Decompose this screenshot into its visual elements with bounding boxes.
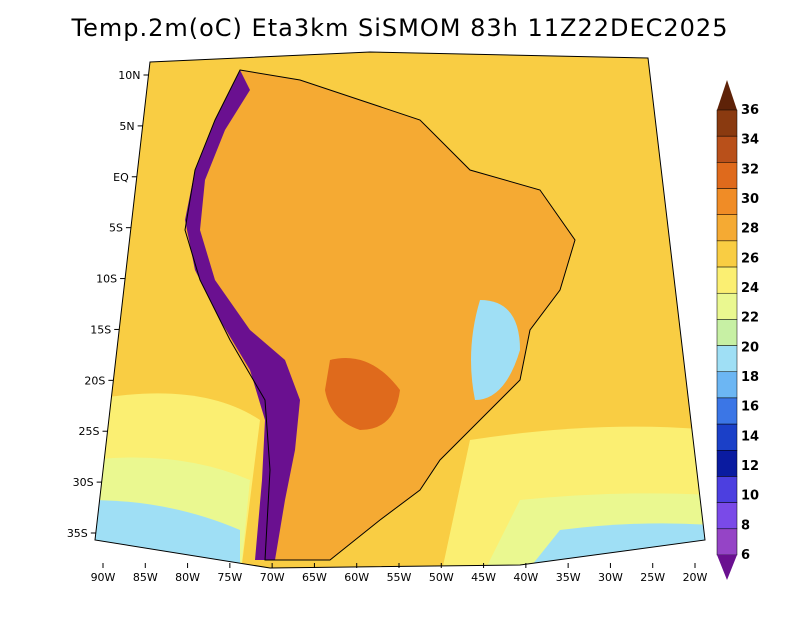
lon-label: 75W xyxy=(217,571,242,584)
colorbar-box xyxy=(716,450,738,477)
colorbar-label: 28 xyxy=(741,222,759,237)
colorbar-box xyxy=(716,188,738,215)
lon-label: 90W xyxy=(91,571,116,584)
colorbar-label: 24 xyxy=(741,281,759,296)
lon-label: 45W xyxy=(471,571,496,584)
colorbar-label: 12 xyxy=(741,459,759,474)
colorbar-box xyxy=(716,292,738,320)
colorbar-box xyxy=(716,266,738,294)
lon-label: 80W xyxy=(175,571,200,584)
lat-label: 25S xyxy=(79,425,100,438)
coastline xyxy=(184,69,576,561)
lat-label: 5N xyxy=(119,120,134,133)
lat-label: 5S xyxy=(109,222,123,235)
lat-label: 20S xyxy=(84,374,105,387)
longitude-axis: 90W 85W 80W 75W 70W 65W 60W 55W 50W 45W 40W 35W 30W 2… xyxy=(91,563,708,584)
colorbar-label: 14 xyxy=(741,429,759,444)
lon-label: 30W xyxy=(598,571,623,584)
colorbar-label: 10 xyxy=(741,489,759,504)
latitude-axis: 10N 5N EQ 5S 10S 15S 20S 25S 30S 35S xyxy=(67,69,149,540)
lat-label: 10S xyxy=(96,273,117,286)
colorbar-label: 20 xyxy=(741,340,759,355)
colorbar-box xyxy=(716,528,738,556)
lat-label: 35S xyxy=(67,527,88,540)
hot-spot-chaco xyxy=(325,358,400,430)
lon-label: 50W xyxy=(429,571,454,584)
colorbar-label: 34 xyxy=(741,133,759,148)
colorbar-label: 16 xyxy=(741,400,759,415)
colorbar-box xyxy=(716,135,738,163)
highland-cool-patch xyxy=(471,300,520,400)
colorbar-label: 26 xyxy=(741,251,759,266)
colorbar-box xyxy=(716,214,738,242)
lon-label: 70W xyxy=(260,571,285,584)
lat-label: 10N xyxy=(118,69,140,82)
colorbar-bottom-arrow xyxy=(717,555,737,580)
colorbar-box xyxy=(716,371,738,399)
temperature-field xyxy=(95,52,705,568)
colorbar: 36 34 32 30 28 26 24 22 20 18 16 14 12 10 8 6 xyxy=(716,80,759,580)
colorbar-box xyxy=(716,502,738,530)
colorbar-label: 32 xyxy=(741,162,759,177)
colorbar-label: 8 xyxy=(741,518,750,533)
lon-label: 65W xyxy=(302,571,327,584)
lat-label: 15S xyxy=(90,323,111,336)
colorbar-box xyxy=(716,423,738,451)
colorbar-label: 22 xyxy=(741,311,759,326)
lon-label: 35W xyxy=(556,571,581,584)
lon-label: 25W xyxy=(640,571,665,584)
map-title: Temp.2m(oC) Eta3km SiSMOM 83h 11Z22DEC20… xyxy=(71,14,729,42)
colorbar-box xyxy=(716,476,738,503)
colorbar-box xyxy=(716,162,738,189)
lon-label: 60W xyxy=(344,571,369,584)
andes-cold-band xyxy=(185,70,300,560)
colorbar-label: 30 xyxy=(741,192,759,207)
colorbar-box xyxy=(716,240,738,268)
colorbar-box xyxy=(716,109,738,137)
colorbar-label: 6 xyxy=(741,548,750,563)
lon-label: 40W xyxy=(513,571,538,584)
map-frame xyxy=(94,51,706,569)
colorbar-box xyxy=(716,345,738,373)
colorbar-top-arrow xyxy=(717,80,737,110)
colorbar-label: 36 xyxy=(741,103,759,118)
lon-label: 55W xyxy=(387,571,412,584)
lon-label: 85W xyxy=(133,571,158,584)
lat-label: 30S xyxy=(73,476,94,489)
colorbar-box xyxy=(716,397,738,425)
colorbar-box xyxy=(716,319,738,346)
lon-label: 20W xyxy=(683,571,708,584)
lat-label: EQ xyxy=(113,171,129,184)
colorbar-label: 18 xyxy=(741,370,759,385)
